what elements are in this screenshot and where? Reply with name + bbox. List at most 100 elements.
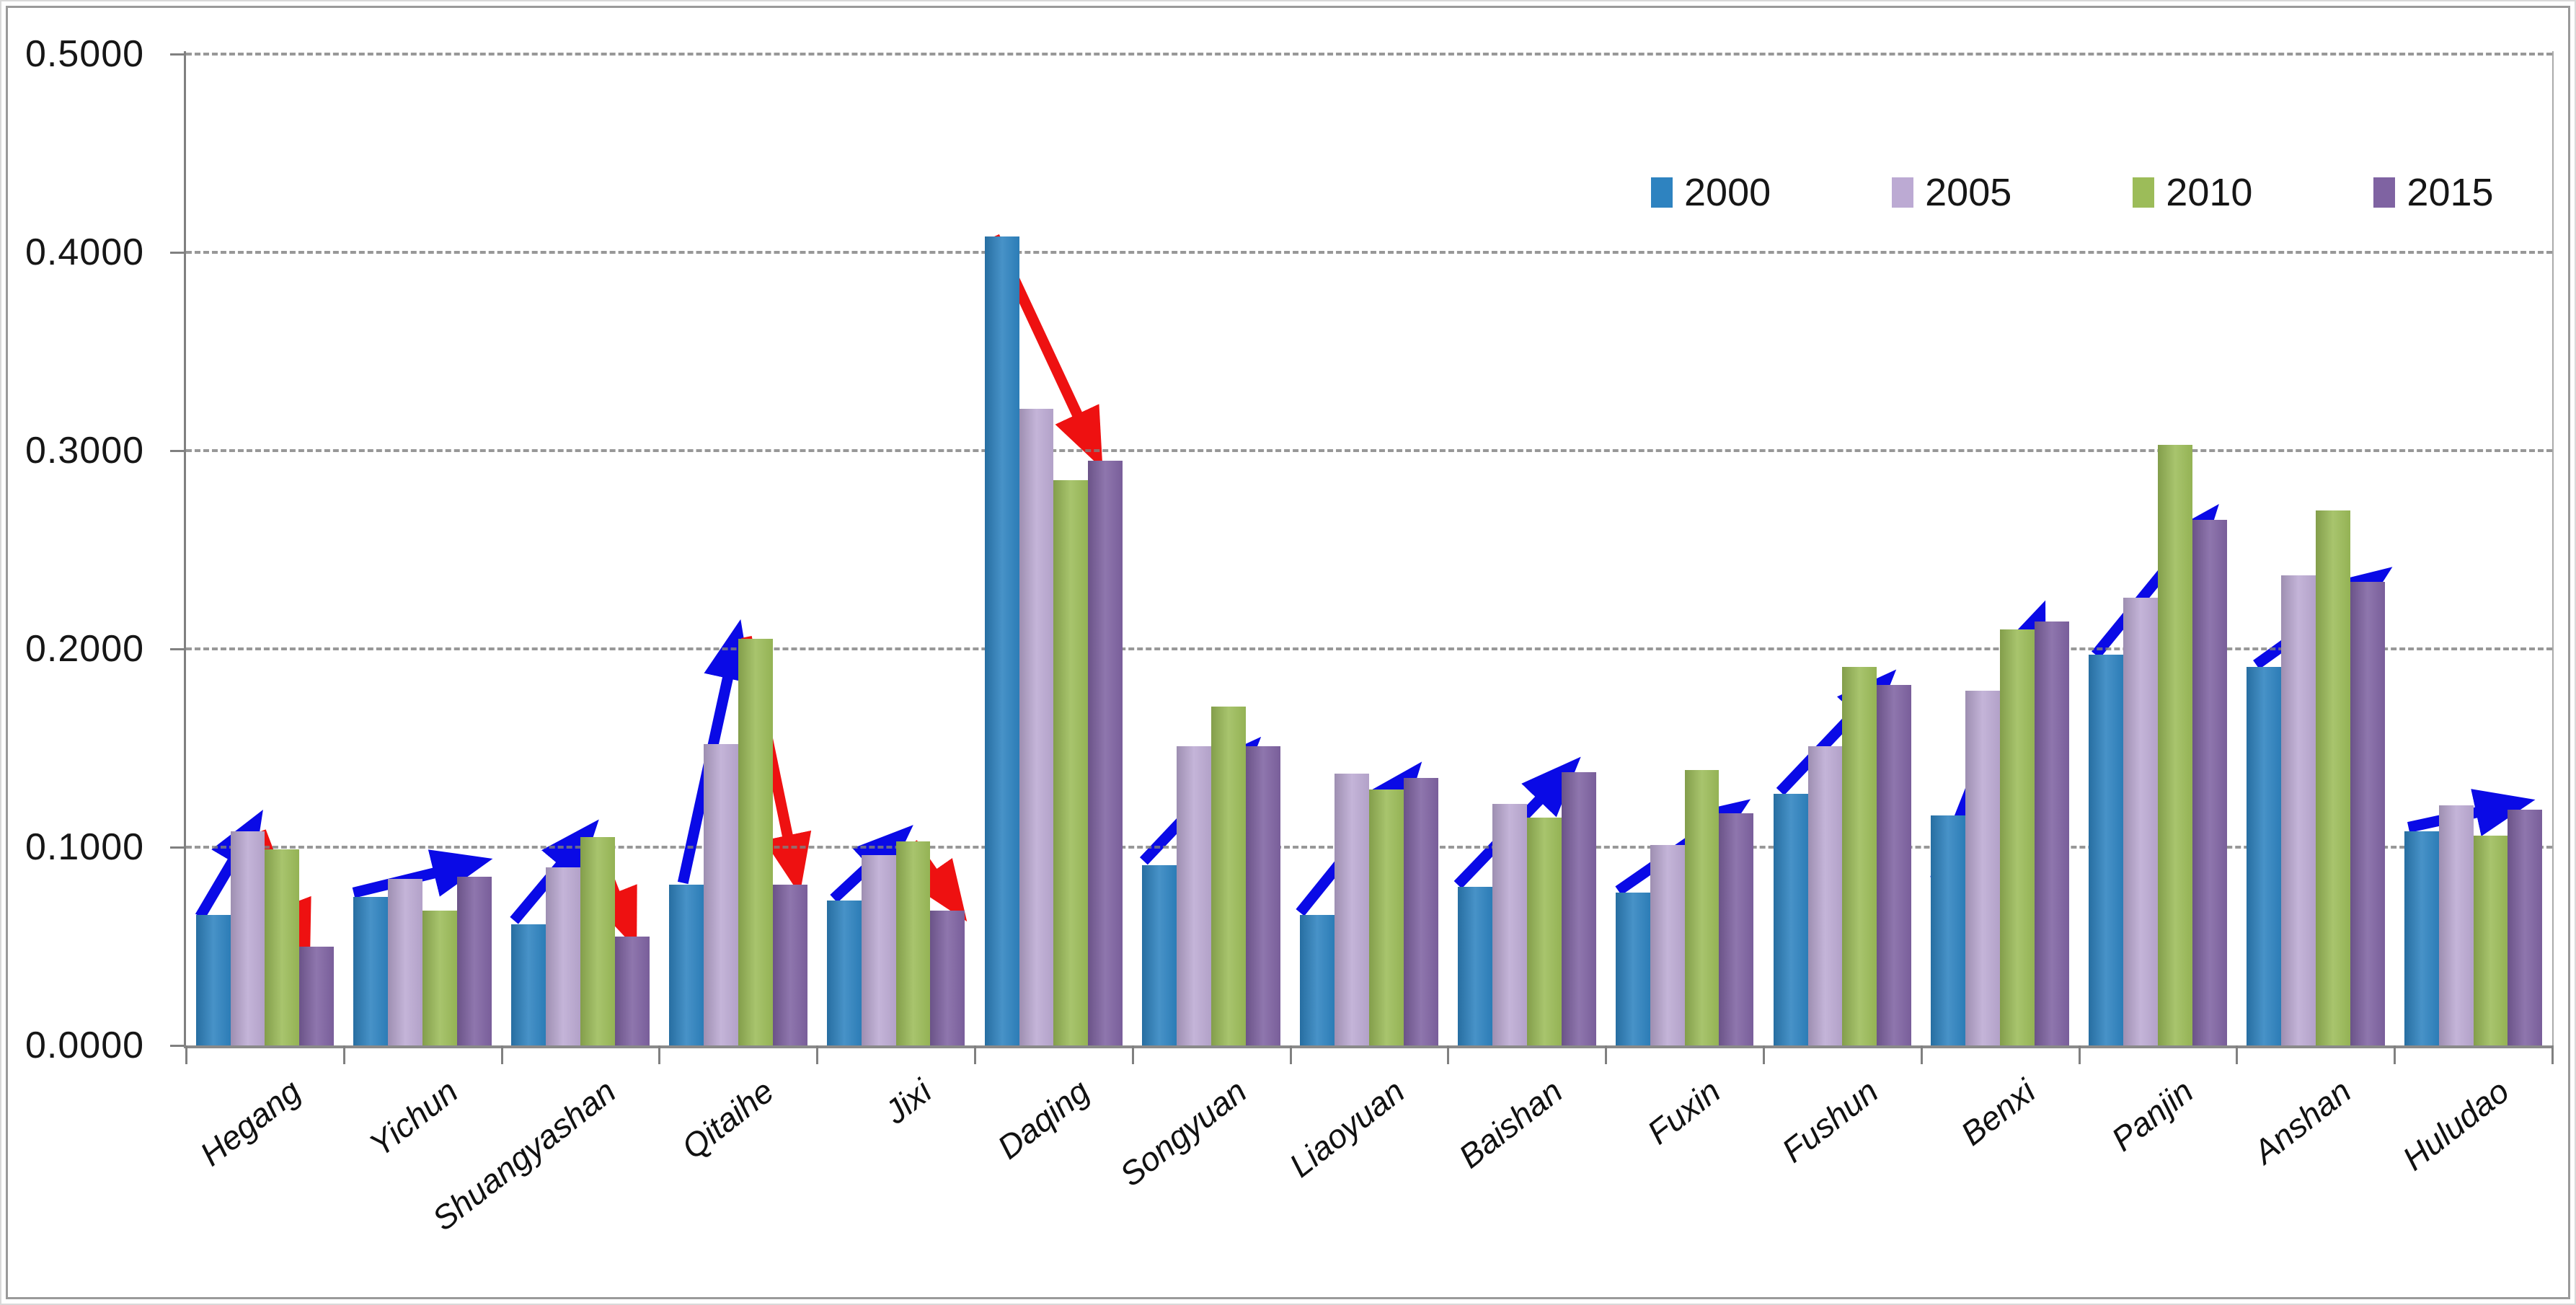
y-axis-tick <box>170 846 185 849</box>
legend-swatch-2015 <box>2373 177 2396 208</box>
bar-liaoyuan-2005 <box>1335 774 1369 1045</box>
bar-jixi-2005 <box>861 855 896 1045</box>
x-axis-tick <box>1447 1045 1450 1064</box>
y-axis-tick-label: 0.0000 <box>25 1025 145 1066</box>
x-axis-tick <box>2551 1045 2554 1064</box>
y-axis-tick-label: 0.2000 <box>25 628 145 670</box>
x-axis-line <box>184 1045 2554 1048</box>
x-axis-tick <box>1920 1045 1923 1064</box>
bar-baishan-2005 <box>1492 803 1527 1045</box>
y-gridline <box>186 251 2552 254</box>
bar-panjin-2015 <box>2192 520 2227 1045</box>
bar-baishan-2000 <box>1458 887 1492 1045</box>
bar-liaoyuan-2010 <box>1369 789 1404 1045</box>
x-axis-tick <box>1131 1045 1134 1064</box>
bar-huludao-2005 <box>2438 805 2474 1045</box>
x-axis-tick <box>658 1045 661 1064</box>
bar-shuangyashan-2000 <box>511 924 546 1045</box>
legend-label-2000: 2000 <box>1684 171 1771 214</box>
x-axis-tick <box>500 1045 503 1064</box>
bar-anshan-2005 <box>2280 575 2316 1045</box>
x-axis-tick <box>1605 1045 1608 1064</box>
bar-liaoyuan-2015 <box>1403 777 1438 1045</box>
legend-entry-2005: 2005 <box>1892 170 2011 215</box>
x-axis-tick <box>816 1045 819 1064</box>
bar-benxi-2005 <box>1965 690 2001 1045</box>
bar-fushun-2000 <box>1773 793 1808 1045</box>
bar-daqing-2000 <box>984 236 1019 1045</box>
y-axis-tick-label: 0.3000 <box>25 430 145 472</box>
x-axis-tick <box>185 1045 187 1064</box>
bar-qitaihe-2010 <box>738 639 773 1045</box>
x-axis-tick <box>2394 1045 2396 1064</box>
bar-hegang-2000 <box>195 914 231 1045</box>
bar-panjin-2010 <box>2158 444 2192 1045</box>
bar-huludao-2010 <box>2473 835 2508 1045</box>
bar-fushun-2010 <box>1842 666 1877 1045</box>
bar-hegang-2010 <box>265 849 300 1045</box>
legend-swatch-2010 <box>2133 177 2155 208</box>
bar-shuangyashan-2015 <box>614 936 650 1045</box>
bar-yichun-2010 <box>422 911 458 1045</box>
chart-frame-border <box>6 6 2570 1299</box>
bar-shuangyashan-2010 <box>580 837 615 1045</box>
bar-daqing-2010 <box>1053 480 1089 1045</box>
bar-anshan-2015 <box>2350 581 2385 1045</box>
y-axis-tick <box>170 648 185 650</box>
bar-songyuan-2000 <box>1142 864 1177 1045</box>
bar-panjin-2005 <box>2123 597 2158 1045</box>
legend-entry-2010: 2010 <box>2133 170 2252 215</box>
x-axis-tick <box>2236 1045 2239 1064</box>
y-axis-tick-label: 0.1000 <box>25 826 145 868</box>
bar-qitaihe-2000 <box>669 885 704 1045</box>
legend: 2000 2005 2010 2015 <box>1651 170 2576 215</box>
bar-anshan-2010 <box>2315 510 2350 1045</box>
bar-hegang-2015 <box>299 946 335 1045</box>
bar-shuangyashan-2005 <box>546 867 580 1045</box>
bar-huludao-2015 <box>2508 809 2543 1045</box>
bar-panjin-2000 <box>2089 655 2124 1045</box>
bar-baishan-2015 <box>1561 771 1596 1045</box>
y-axis-tick-label: 0.4000 <box>25 231 145 273</box>
bar-fuxin-2005 <box>1650 845 1685 1045</box>
bar-benxi-2015 <box>2035 621 2069 1045</box>
y-axis-line <box>184 51 186 1045</box>
legend-entry-2000: 2000 <box>1651 170 1771 215</box>
x-axis-tick <box>1763 1045 1765 1064</box>
y-axis-tick <box>170 1045 185 1047</box>
bar-yichun-2015 <box>457 877 492 1045</box>
bar-jixi-2010 <box>895 841 931 1045</box>
bar-fushun-2015 <box>1877 684 1912 1045</box>
bar-fuxin-2000 <box>1615 893 1650 1045</box>
bar-yichun-2000 <box>353 896 389 1045</box>
bar-songyuan-2015 <box>1246 746 1280 1045</box>
bar-yichun-2005 <box>388 879 423 1045</box>
bar-liaoyuan-2000 <box>1300 914 1335 1045</box>
bar-benxi-2000 <box>1931 815 1966 1045</box>
legend-swatch-2005 <box>1892 177 1914 208</box>
bar-fuxin-2010 <box>1684 769 1719 1045</box>
legend-label-2015: 2015 <box>2407 171 2494 214</box>
bar-qitaihe-2005 <box>703 744 738 1045</box>
x-axis-tick <box>342 1045 345 1064</box>
bar-songyuan-2005 <box>1177 746 1212 1045</box>
x-axis-tick <box>974 1045 976 1064</box>
bar-qitaihe-2015 <box>772 885 807 1045</box>
bar-songyuan-2010 <box>1211 706 1247 1045</box>
legend-entry-2015: 2015 <box>2373 170 2494 215</box>
bar-fuxin-2015 <box>1719 813 1754 1045</box>
bar-benxi-2010 <box>2000 629 2035 1045</box>
legend-swatch-2000 <box>1651 177 1673 208</box>
bar-fushun-2005 <box>1807 746 1843 1045</box>
bar-jixi-2000 <box>826 901 862 1045</box>
x-axis-tick <box>1289 1045 1292 1064</box>
y-gridline <box>186 53 2552 56</box>
legend-label-2005: 2005 <box>1925 171 2012 214</box>
legend-label-2010: 2010 <box>2166 171 2253 214</box>
bar-anshan-2000 <box>2247 666 2281 1045</box>
bar-daqing-2005 <box>1019 409 1054 1045</box>
y-gridline <box>186 647 2552 650</box>
y-axis-tick-label: 0.5000 <box>25 33 145 75</box>
